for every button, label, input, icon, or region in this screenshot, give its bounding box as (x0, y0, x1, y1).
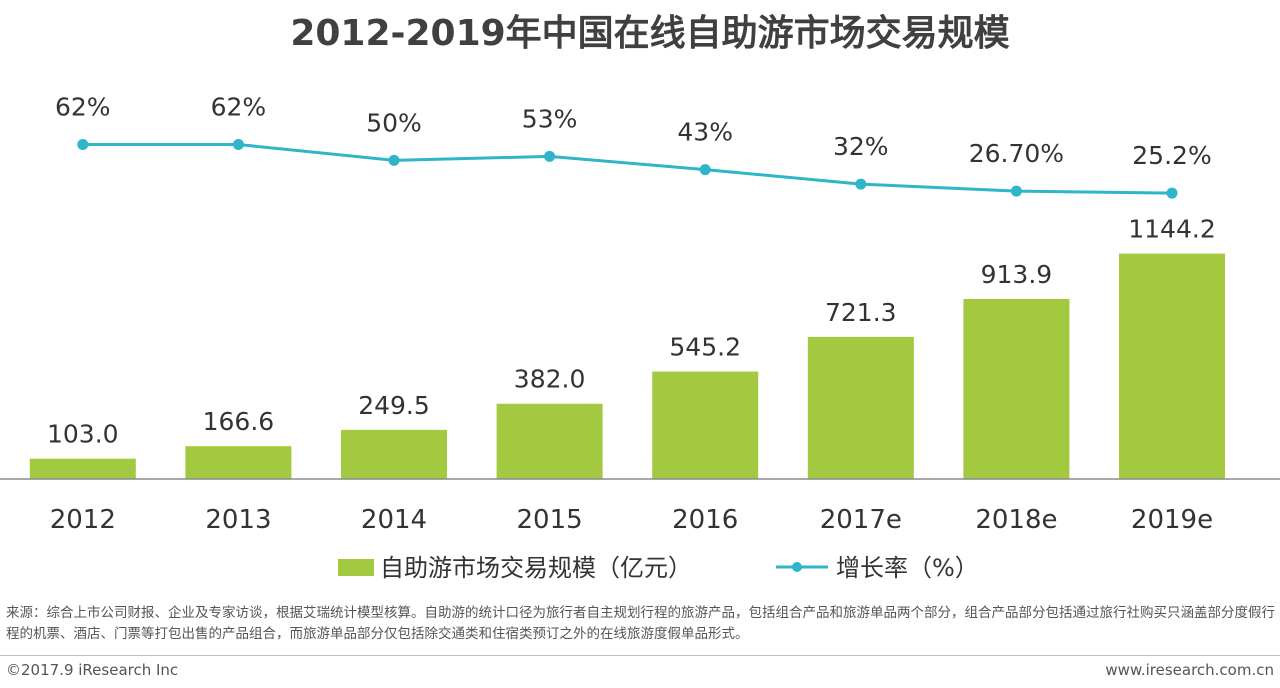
bars (29, 253, 1225, 479)
x-tick-2012: 2012 (50, 505, 116, 535)
growth-point-2012 (77, 139, 89, 150)
growth-point-2013 (232, 139, 244, 150)
growth-point-2016 (699, 164, 711, 176)
growth-label-2012: 62% (55, 93, 111, 122)
growth-label-2014: 50% (366, 108, 422, 137)
x-tick-2017e: 2017e (820, 505, 902, 535)
x-axis-ticks: 2012 2013 2014 2015 2016 2017e 2018e 2019e (50, 505, 1213, 535)
x-tick-2019e: 2019e (1131, 505, 1213, 535)
bar-2012 (29, 458, 136, 479)
legend-swatch-marker (792, 562, 802, 572)
bar-value-labels: 103.0 166.6 249.5 382.0 545.2 721.3 913.9 1144.… (47, 215, 1216, 449)
copyright: ©2017.9 iResearch Inc (6, 661, 179, 679)
growth-label-2016: 43% (677, 118, 733, 147)
growth-label-2013: 62% (211, 93, 267, 122)
bar-2019e (1119, 253, 1225, 479)
bar-label-2019e: 1144.2 (1128, 215, 1215, 244)
bar-label-2016: 545.2 (669, 333, 741, 362)
bar-label-2018e: 913.9 (981, 260, 1053, 289)
x-tick-2016: 2016 (672, 505, 738, 535)
source-note: 来源：综合上市公司财报、企业及专家访谈，根据艾瑞统计模型核算。自助游的统计口径为… (6, 605, 1275, 642)
bar-label-2015: 382.0 (514, 365, 586, 394)
growth-point-2014 (388, 154, 400, 166)
legend-label-line: 增长率（%） (836, 554, 979, 582)
footer-divider (0, 655, 1280, 656)
x-tick-2013: 2013 (205, 505, 271, 535)
growth-point-2017e (855, 178, 867, 190)
bar-2014 (341, 429, 447, 479)
growth-point-2018e (1010, 185, 1022, 197)
bar-2018e (963, 298, 1070, 479)
bar-2015 (496, 403, 603, 479)
chart-title: 2012-2019年中国在线自助游市场交易规模 (290, 13, 1010, 54)
growth-value-labels: 62% 62% 50% 53% 43% 32% 26.70% 25.2% (55, 93, 1212, 171)
legend: 自助游市场交易规模（亿元） 增长率（%） (338, 554, 979, 582)
growth-label-2017e: 32% (833, 132, 889, 161)
growth-line-layer (77, 139, 1178, 199)
bar-label-2014: 249.5 (358, 391, 430, 420)
website: www.iresearch.com.cn (1105, 661, 1274, 679)
bar-label-2013: 166.6 (203, 407, 275, 436)
chart: 103.0 166.6 249.5 382.0 545.2 721.3 913.9 1144.… (0, 93, 1280, 582)
x-tick-2018e: 2018e (975, 505, 1057, 535)
growth-point-2015 (544, 150, 556, 162)
bar-label-2012: 103.0 (47, 420, 119, 449)
growth-label-2018e: 26.70% (969, 139, 1064, 168)
bar-2013 (185, 446, 292, 479)
x-tick-2014: 2014 (361, 505, 427, 535)
legend-swatch-bar (338, 559, 374, 576)
growth-label-2015: 53% (522, 104, 578, 133)
growth-label-2019e: 25.2% (1132, 141, 1211, 170)
bar-2016 (652, 371, 759, 479)
legend-label-bar: 自助游市场交易规模（亿元） (380, 554, 692, 582)
growth-point-2019e (1166, 187, 1178, 199)
growth-line (82, 143, 1173, 195)
bar-2017e (807, 336, 914, 479)
bar-label-2017e: 721.3 (825, 298, 897, 327)
x-tick-2015: 2015 (517, 505, 583, 535)
